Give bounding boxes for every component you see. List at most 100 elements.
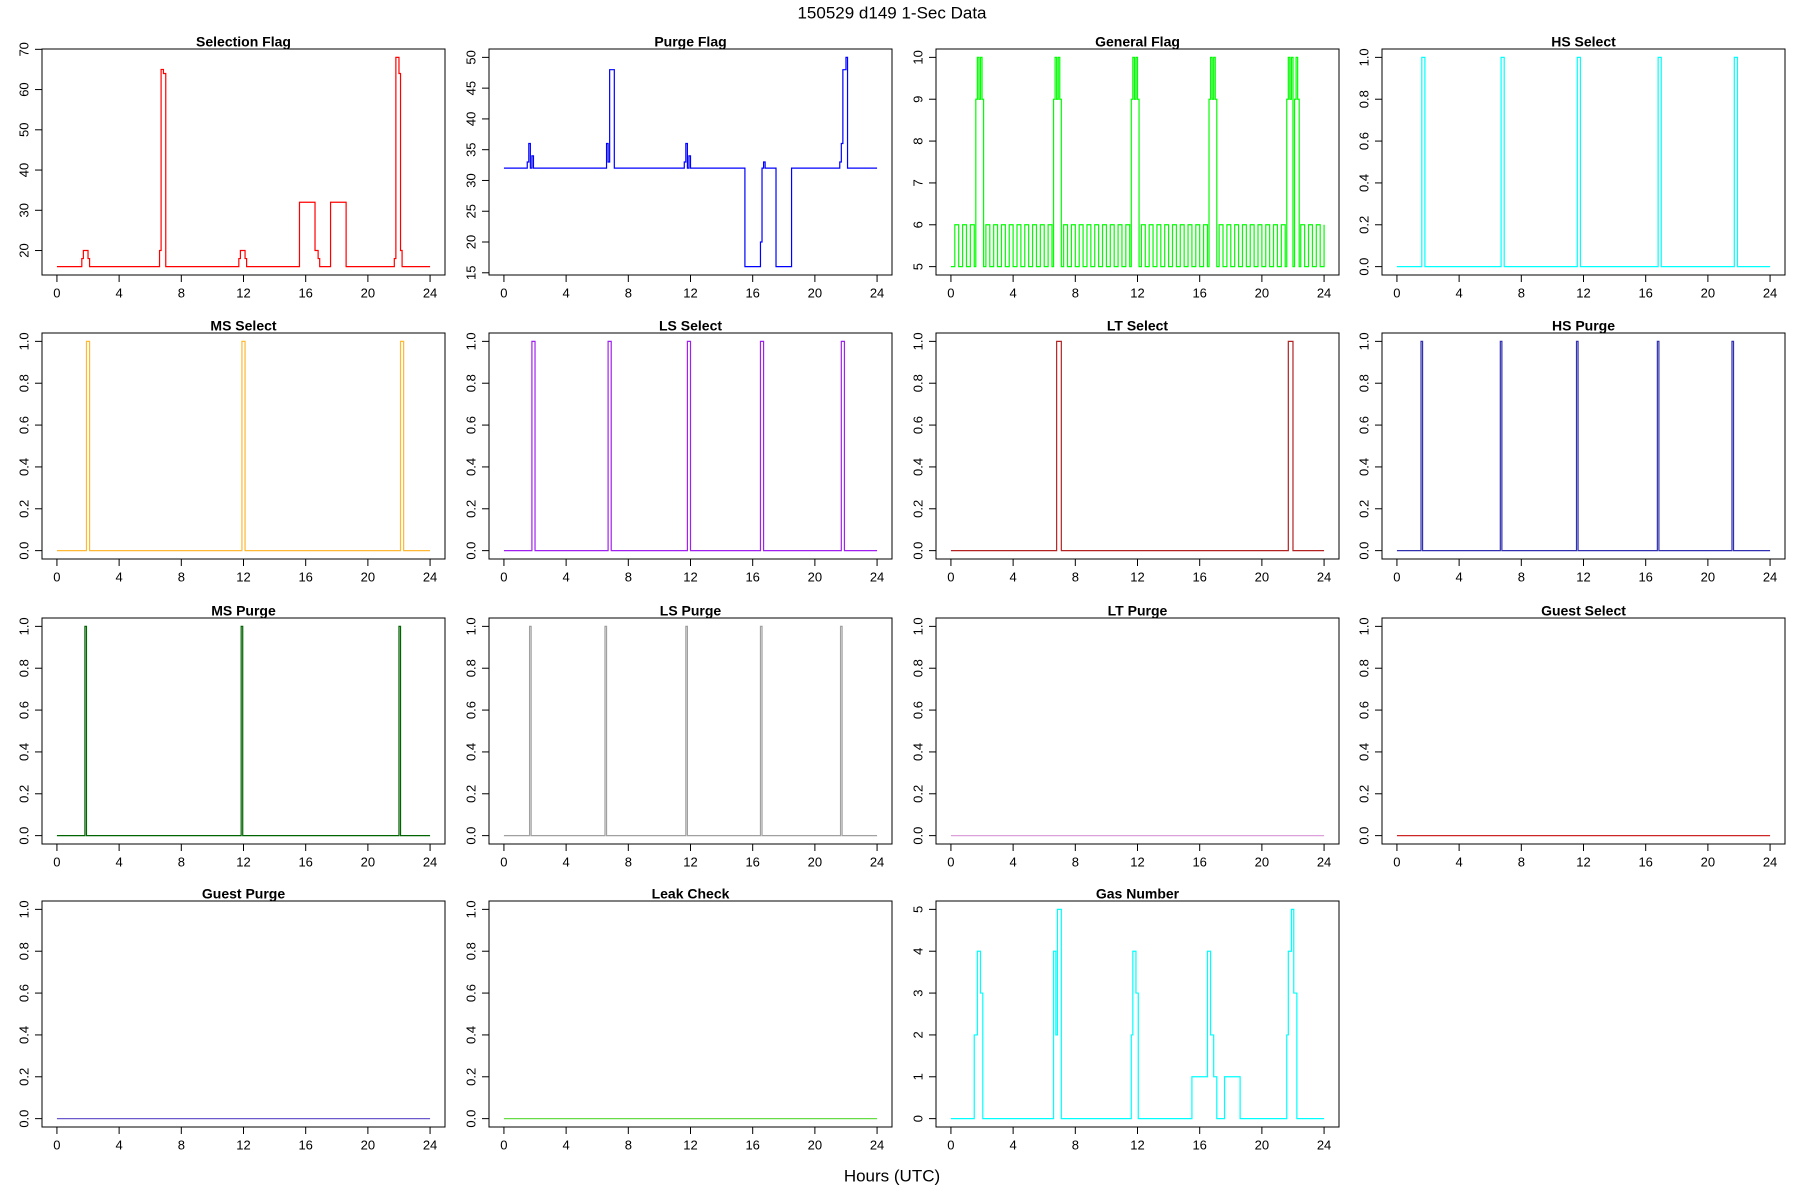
y-tick-label: 0.6: [910, 416, 925, 434]
panel: LS Select 0 4 8 12 16 20 24 0.0 0.2 0.4 0.6 0.8 1.0: [463, 318, 893, 584]
x-tick-label: 20: [808, 1137, 822, 1152]
step-line: [950, 908, 1325, 1120]
y-tick-label: 0.8: [1356, 374, 1371, 392]
y-tick-label: 0.4: [16, 743, 31, 761]
y-tick-label: 0.0: [16, 827, 31, 845]
x-tick-label: 8: [178, 1137, 185, 1152]
x-tick-label: 16: [1192, 285, 1206, 300]
x-tick-label: 24: [1317, 569, 1331, 584]
y-tick-label: 30: [16, 203, 31, 217]
x-tick-label: 12: [683, 854, 697, 869]
panel-title: Leak Check: [652, 886, 730, 902]
y-tick-label: 0.2: [463, 1068, 478, 1086]
panel: LS Purge 0 4 8 12 16 20 24 0.0 0.2 0.4 0.6 0.8 1.0: [463, 603, 893, 869]
x-tick-label: 4: [116, 854, 123, 869]
plot-frame: [935, 900, 1340, 1128]
y-tick-label: 8: [910, 137, 925, 144]
y-tick-label: 0.8: [1356, 90, 1371, 108]
x-tick-label: 24: [1317, 854, 1331, 869]
y-tick-label: 0.4: [463, 458, 478, 476]
y-tick-label: 1.0: [910, 617, 925, 635]
plot-frame: [41, 617, 446, 845]
plot-frame: [41, 48, 446, 276]
y-tick-label: 1.0: [16, 332, 31, 350]
x-tick-label: 20: [1255, 285, 1269, 300]
x-tick-label: 4: [563, 569, 570, 584]
panel: General Flag 0 4 8 12 16 20 24 5 6 7 8 9 10: [910, 34, 1340, 300]
plot-frame: [1381, 48, 1786, 276]
panel-title: HS Select: [1551, 34, 1616, 50]
x-tick-label: 16: [745, 569, 759, 584]
panel-title: Gas Number: [1096, 886, 1180, 902]
x-tick-label: 16: [1192, 854, 1206, 869]
y-tick-label: 0.4: [16, 458, 31, 476]
panel-title: MS Purge: [211, 603, 276, 619]
y-tick-label: 0.0: [910, 542, 925, 560]
y-tick-label: 1.0: [463, 900, 478, 918]
step-line: [56, 340, 431, 552]
x-tick-label: 12: [236, 569, 250, 584]
y-tick-label: 20: [463, 235, 478, 249]
x-tick-label: 16: [298, 569, 312, 584]
y-tick-label: 7: [910, 179, 925, 186]
x-tick-label: 16: [298, 854, 312, 869]
x-tick-label: 24: [1763, 854, 1777, 869]
y-tick-label: 0.6: [1356, 132, 1371, 150]
y-tick-label: 0.2: [910, 785, 925, 803]
y-tick-label: 0.2: [16, 1068, 31, 1086]
y-tick-label: 30: [463, 173, 478, 187]
x-tick-label: 12: [1576, 854, 1590, 869]
y-tick-label: 0.8: [1356, 659, 1371, 677]
x-tick-label: 24: [423, 569, 437, 584]
x-tick-label: 8: [1072, 569, 1079, 584]
x-tick-label: 12: [236, 854, 250, 869]
panel: MS Purge 0 4 8 12 16 20 24 0.0 0.2 0.4 0.6 0.8 1.0: [16, 603, 446, 869]
x-tick-label: 8: [625, 1137, 632, 1152]
x-tick-label: 0: [1393, 285, 1400, 300]
x-tick-label: 24: [423, 285, 437, 300]
y-tick-label: 35: [463, 142, 478, 156]
step-line: [950, 340, 1325, 552]
plot-frame: [488, 332, 893, 560]
y-tick-label: 0.6: [16, 416, 31, 434]
y-tick-label: 0.2: [1356, 785, 1371, 803]
plot-frame: [488, 900, 893, 1128]
x-tick-label: 16: [745, 1137, 759, 1152]
x-tick-label: 12: [1130, 569, 1144, 584]
panel-title: MS Select: [210, 318, 276, 334]
x-tick-label: 4: [116, 285, 123, 300]
y-tick-label: 0.8: [16, 374, 31, 392]
y-tick-label: 0.2: [1356, 216, 1371, 234]
y-tick-label: 25: [463, 204, 478, 218]
y-tick-label: 0.6: [463, 416, 478, 434]
panel-title: LS Select: [659, 318, 722, 334]
x-tick-label: 8: [1072, 285, 1079, 300]
y-tick-label: 0.4: [1356, 174, 1371, 192]
step-line: [503, 56, 878, 268]
y-tick-label: 1.0: [463, 617, 478, 635]
x-tick-label: 16: [298, 1137, 312, 1152]
panel: LT Purge 0 4 8 12 16 20 24 0.0 0.2 0.4 0.6 0.8 1.0: [910, 603, 1340, 869]
y-tick-label: 0.4: [463, 1026, 478, 1044]
x-tick-label: 4: [1010, 854, 1017, 869]
y-tick-label: 0.8: [910, 659, 925, 677]
y-tick-label: 0.8: [463, 374, 478, 392]
x-tick-label: 0: [947, 285, 954, 300]
x-tick-label: 20: [808, 854, 822, 869]
x-tick-label: 24: [423, 854, 437, 869]
y-tick-label: 40: [463, 112, 478, 126]
x-tick-label: 4: [563, 1137, 570, 1152]
x-tick-label: 4: [116, 1137, 123, 1152]
y-tick-label: 0.2: [463, 500, 478, 518]
x-tick-label: 8: [178, 285, 185, 300]
y-tick-label: 0.0: [463, 1110, 478, 1128]
step-line: [1396, 340, 1771, 552]
y-tick-label: 3: [910, 989, 925, 996]
y-tick-label: 1.0: [1356, 332, 1371, 350]
x-tick-label: 20: [361, 285, 375, 300]
plot-frame: [488, 617, 893, 845]
y-tick-label: 0.2: [910, 500, 925, 518]
x-tick-label: 20: [1701, 854, 1715, 869]
panel-title: Guest Select: [1541, 603, 1626, 619]
y-tick-label: 5: [910, 263, 925, 270]
